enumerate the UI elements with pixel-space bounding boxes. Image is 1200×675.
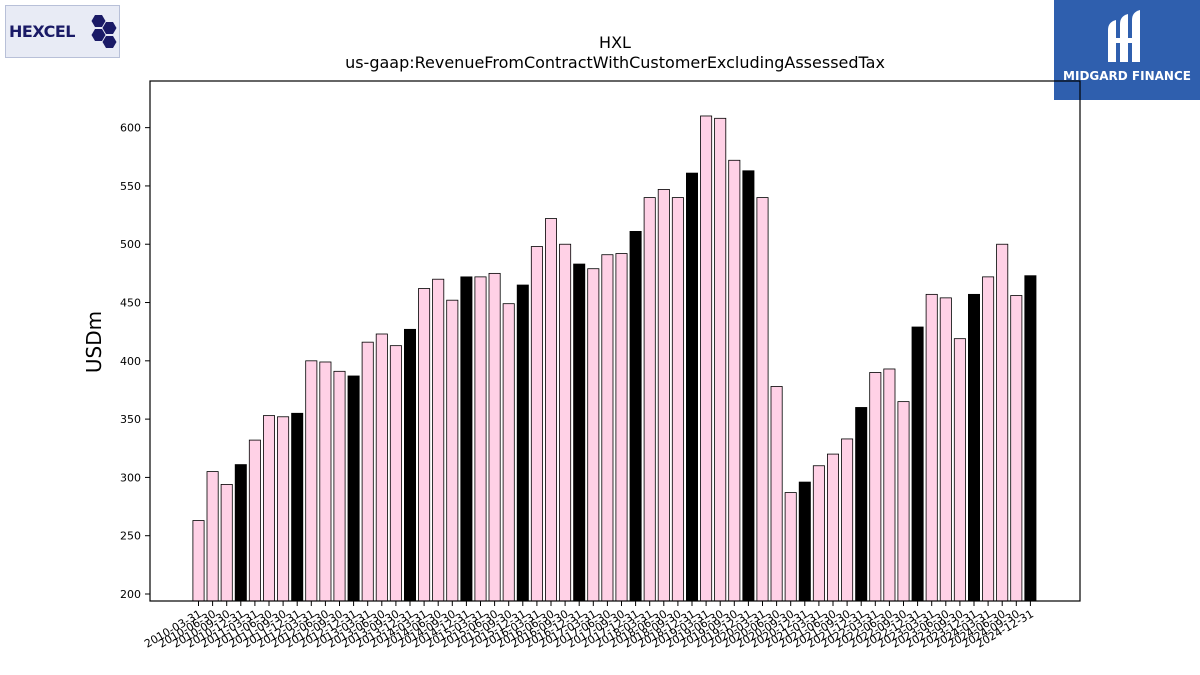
chart-subtitle: us-gaap:RevenueFromContractWithCustomerE… — [345, 53, 885, 72]
bar-2010-03-31 — [192, 520, 205, 602]
bar-2020-06-30 — [770, 386, 783, 602]
bar-2023-06-30 — [939, 297, 952, 602]
bar-2014-09-30 — [446, 299, 459, 602]
bar-2024-06-30 — [996, 243, 1009, 602]
bar-2020-03-31 — [756, 197, 769, 602]
bar-2011-09-30 — [277, 416, 290, 602]
bar-2022-09-30 — [897, 401, 910, 602]
bar-2021-03-31 — [812, 465, 825, 602]
y-tick-label: 350 — [120, 413, 141, 426]
bar-2017-12-31 — [629, 230, 642, 602]
bar-2014-03-31 — [418, 288, 431, 602]
hexcel-logo: HEXCEL — [5, 5, 120, 58]
bar-2012-03-31 — [305, 360, 318, 602]
bar-2019-12-31 — [742, 170, 755, 602]
bar-2016-06-30 — [545, 218, 558, 602]
bar-2022-03-31 — [869, 372, 882, 602]
y-tick-label: 550 — [120, 180, 141, 193]
bar-2011-12-31 — [291, 412, 304, 602]
bar-2023-09-30 — [953, 338, 966, 602]
bar-2015-09-30 — [502, 303, 515, 602]
plot-frame — [149, 80, 1081, 602]
bar-2022-12-31 — [911, 326, 924, 602]
bar-2015-03-31 — [474, 276, 487, 602]
y-tick-label: 300 — [120, 471, 141, 484]
bar-2015-06-30 — [488, 272, 501, 602]
bar-2017-06-30 — [601, 254, 614, 602]
bar-2013-12-31 — [403, 328, 416, 602]
bar-2011-06-30 — [262, 415, 275, 602]
bar-2021-09-30 — [841, 438, 854, 602]
bar-2021-12-31 — [855, 407, 868, 602]
midgard-monogram-icon — [1108, 10, 1140, 62]
bar-2015-12-31 — [516, 284, 529, 602]
bar-2013-03-31 — [361, 341, 374, 602]
bar-2018-09-30 — [671, 197, 684, 602]
bar-2018-03-31 — [643, 197, 656, 602]
bar-2016-03-31 — [530, 246, 543, 602]
bar-2011-03-31 — [248, 439, 261, 602]
bar-2023-12-31 — [968, 293, 981, 602]
bar-2023-03-31 — [925, 293, 938, 602]
bar-2024-09-30 — [1010, 295, 1023, 602]
y-axis-label: USDm — [82, 311, 106, 373]
bar-2020-12-31 — [798, 481, 811, 602]
bar-2012-12-31 — [347, 375, 360, 602]
y-tick-label: 200 — [120, 588, 141, 601]
y-tick-label: 500 — [120, 238, 141, 251]
bar-2016-12-31 — [573, 263, 586, 602]
y-tick-label: 450 — [120, 297, 141, 310]
bar-2016-09-30 — [559, 243, 572, 602]
bar-2021-06-30 — [827, 453, 840, 602]
bar-2018-12-31 — [686, 172, 699, 602]
bar-2019-09-30 — [728, 159, 741, 602]
bar-2019-03-31 — [700, 115, 713, 602]
hexcel-logo-text: HEXCEL — [9, 22, 75, 41]
bar-2014-06-30 — [432, 278, 445, 602]
bar-2024-03-31 — [982, 276, 995, 602]
bar-2010-06-30 — [206, 471, 219, 602]
bar-2013-06-30 — [375, 333, 388, 602]
bars-layer — [192, 115, 1037, 602]
chart-title: HXL — [599, 33, 631, 52]
bar-2010-12-31 — [234, 464, 247, 602]
bar-2012-09-30 — [333, 370, 346, 602]
x-ticks-layer: 2010-03-312010-06-302010-09-302010-12-31… — [142, 601, 1036, 651]
midgard-logo-text: MIDGARD FINANCE — [1063, 69, 1191, 83]
bar-2017-03-31 — [587, 268, 600, 602]
bar-2012-06-30 — [319, 361, 332, 602]
y-tick-label: 600 — [120, 122, 141, 135]
y-ticks-layer: 200 250 300 350 400 450 500 550 600 — [120, 122, 150, 601]
y-tick-label: 250 — [120, 530, 141, 543]
bar-2017-09-30 — [615, 253, 628, 602]
bar-2010-09-30 — [220, 484, 233, 602]
bar-2013-09-30 — [389, 345, 402, 602]
bar-2018-06-30 — [657, 189, 670, 602]
midgard-finance-logo: MIDGARD FINANCE — [1054, 0, 1200, 100]
bar-2020-09-30 — [784, 492, 797, 602]
bar-2019-06-30 — [714, 117, 727, 602]
bar-2024-12-31 — [1024, 275, 1037, 602]
bar-2022-06-30 — [883, 368, 896, 602]
bar-2014-12-31 — [460, 276, 473, 602]
hexagon-cluster-icon — [91, 15, 117, 48]
y-tick-label: 400 — [120, 355, 141, 368]
